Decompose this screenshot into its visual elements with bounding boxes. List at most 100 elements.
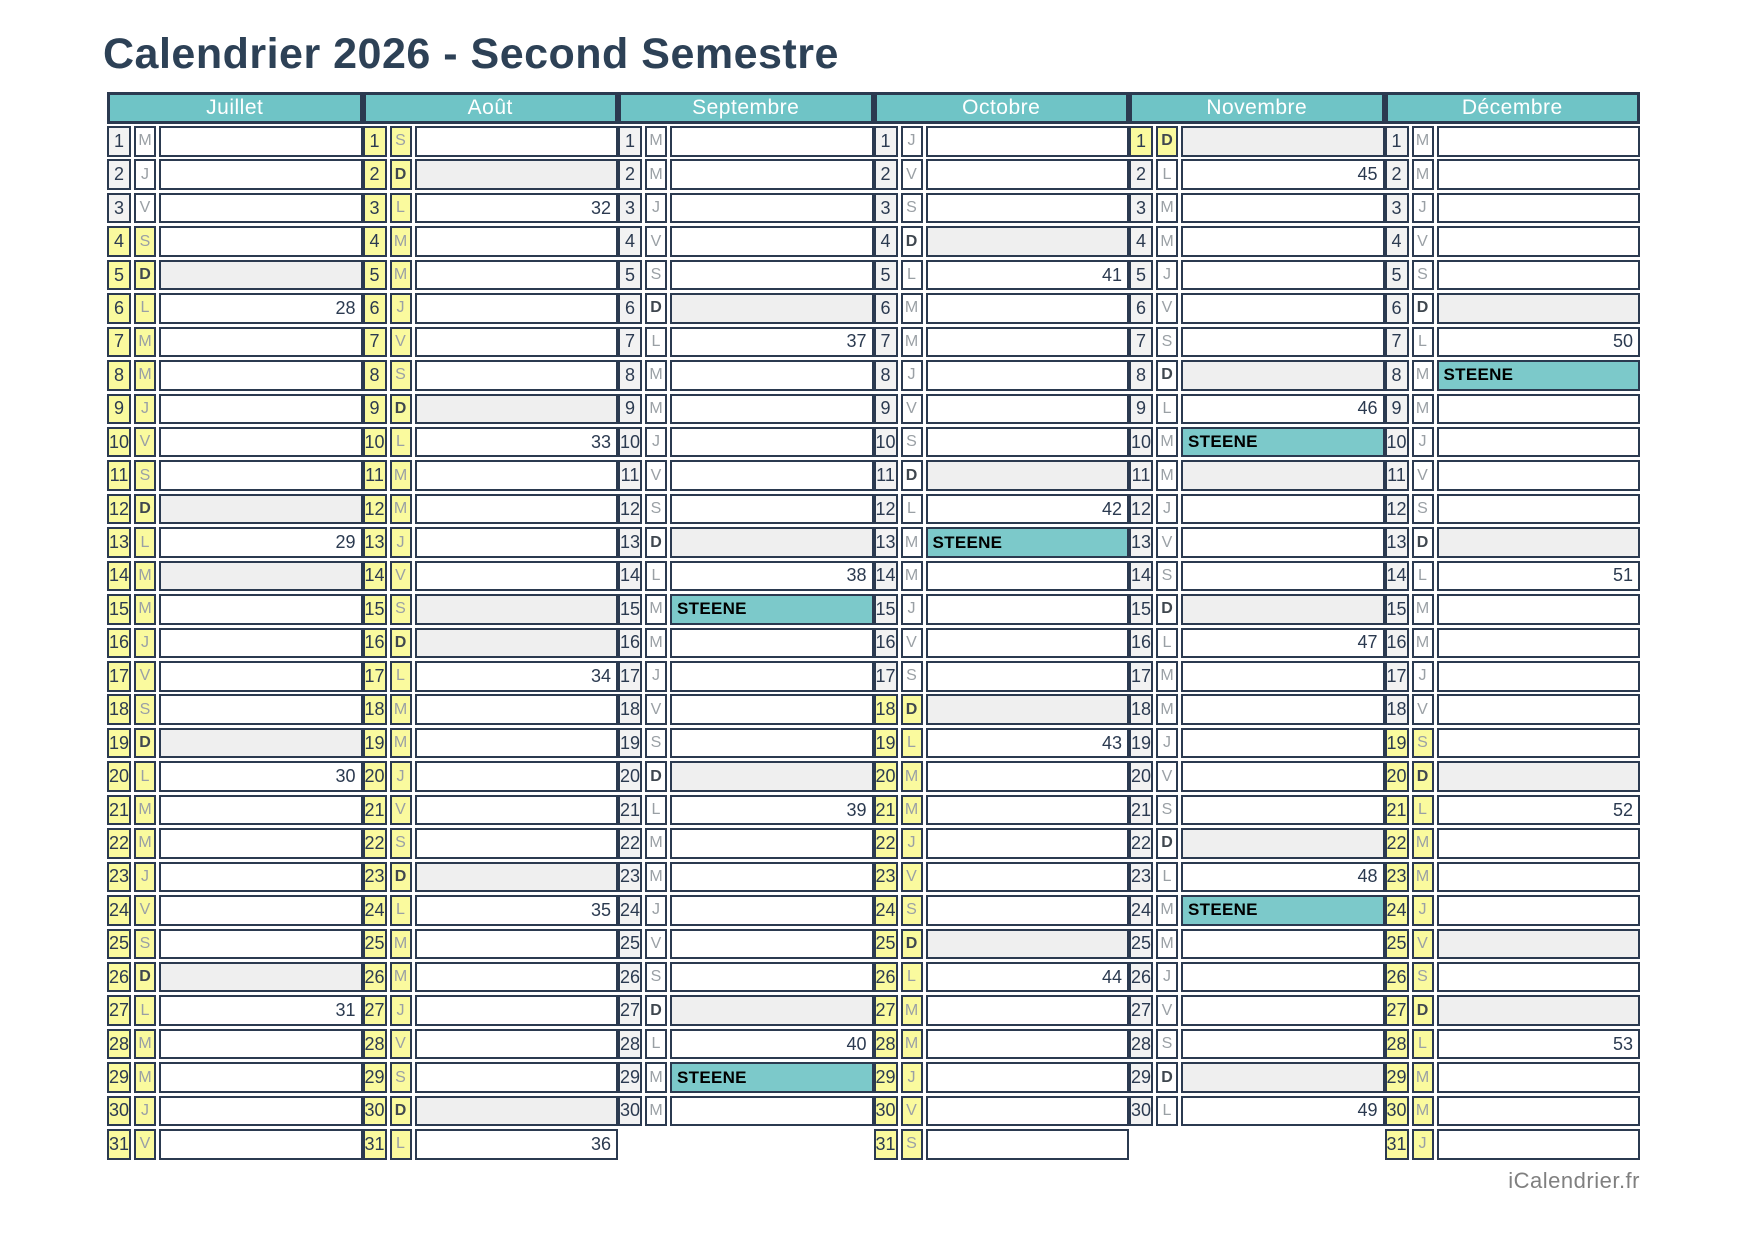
day-letter-cell: L — [645, 1028, 667, 1060]
day-content-cell — [1436, 293, 1640, 324]
day-letter-cell: V — [134, 192, 156, 224]
day-number-cell: 30 — [1129, 1095, 1153, 1127]
day-content-cell — [1436, 1095, 1640, 1127]
day-letter-cell: M — [645, 360, 667, 391]
day-number-cell: 3 — [107, 192, 131, 224]
day-content-cell — [925, 627, 1129, 659]
day-row: 3 L 32 — [362, 192, 618, 226]
day-number-cell: 15 — [873, 594, 898, 625]
day-number-cell: 29 — [362, 1062, 387, 1093]
day-letter-cell: J — [1411, 426, 1434, 458]
day-row: 19 J — [1129, 727, 1385, 761]
day-number-cell: 9 — [1129, 393, 1153, 424]
day-row: 10 L 33 — [362, 426, 618, 460]
day-content-cell — [1436, 727, 1640, 759]
day-number-cell: 23 — [618, 861, 642, 893]
day-row: 28 V — [362, 1028, 618, 1062]
day-content-cell — [414, 460, 618, 491]
day-letter-cell: M — [645, 861, 667, 893]
day-number-cell: 20 — [107, 761, 131, 792]
day-number-cell: 21 — [362, 794, 387, 826]
day-letter-cell: J — [389, 995, 412, 1026]
day-letter-cell: D — [645, 527, 667, 558]
day-row: 22 D — [1129, 828, 1385, 861]
week-number: 47 — [1357, 632, 1378, 653]
day-content-cell — [670, 828, 874, 859]
day-content-cell — [414, 861, 618, 893]
day-number-cell: 3 — [1384, 192, 1409, 224]
day-number-cell: 13 — [873, 527, 898, 558]
day-number-cell: 24 — [362, 895, 387, 926]
day-letter-cell: M — [1156, 694, 1178, 725]
day-row: 24 M STEENE — [1129, 895, 1385, 928]
day-letter-cell: M — [389, 226, 412, 257]
day-letter-cell: S — [900, 426, 923, 458]
day-number-cell: 15 — [362, 594, 387, 625]
day-number-cell: 2 — [362, 159, 387, 190]
day-letter-cell: M — [389, 259, 412, 291]
day-row: 30 V — [873, 1095, 1129, 1129]
day-row: 5 L 41 — [873, 259, 1129, 293]
day-number-cell: 14 — [107, 560, 131, 592]
day-letter-cell: D — [389, 393, 412, 424]
day-letter-cell: L — [645, 560, 667, 592]
day-row: 2 L 45 — [1129, 159, 1385, 192]
day-row: 28 L 53 — [1384, 1028, 1640, 1062]
day-content-cell — [1181, 761, 1385, 792]
day-number-cell: 8 — [1129, 360, 1153, 391]
day-row: 15 S — [362, 594, 618, 627]
month-rows: 1 D 2 L 45 3 M 4 M 5 J 6 V 7 S 8 D 9 L 46 10 M STEENE 11 M 12 J 13 V… — [1129, 126, 1385, 1129]
day-number-cell: 21 — [1129, 794, 1153, 826]
day-content-cell: 39 — [670, 794, 874, 826]
day-content-cell — [159, 493, 363, 525]
week-number: 32 — [590, 197, 611, 218]
day-content-cell — [925, 661, 1129, 692]
day-content-cell — [670, 192, 874, 224]
day-number-cell: 4 — [618, 226, 642, 257]
day-content-cell — [1436, 627, 1640, 659]
day-letter-cell: M — [645, 126, 667, 157]
day-number-cell: 4 — [107, 226, 131, 257]
day-number-cell: 24 — [1129, 895, 1153, 926]
day-letter-cell: J — [900, 828, 923, 859]
day-letter-cell: V — [389, 1028, 412, 1060]
week-number: 44 — [1101, 966, 1122, 987]
day-letter-cell: S — [1411, 259, 1434, 291]
event-bar-label: STEENE — [677, 1067, 747, 1087]
week-number: 28 — [335, 297, 356, 318]
day-letter-cell: D — [645, 761, 667, 792]
day-content-cell — [159, 326, 363, 358]
day-number-cell: 17 — [362, 661, 387, 692]
day-row: 16 J — [107, 627, 363, 661]
day-content-cell — [670, 393, 874, 424]
day-letter-cell: S — [645, 493, 667, 525]
day-content-cell — [1181, 192, 1385, 224]
day-row: 19 S — [1384, 727, 1640, 761]
day-row: 10 V — [107, 426, 363, 460]
day-content-cell — [1436, 828, 1640, 859]
day-letter-cell: V — [1156, 995, 1178, 1026]
day-number-cell: 20 — [1384, 761, 1409, 792]
day-content-cell — [414, 393, 618, 424]
week-number: 37 — [846, 331, 867, 352]
day-number-cell: 25 — [107, 928, 131, 959]
day-letter-cell: J — [1411, 895, 1434, 926]
day-row: 21 L 39 — [618, 794, 874, 828]
day-number-cell: 18 — [362, 694, 387, 725]
day-content-cell — [159, 627, 363, 659]
day-number-cell: 23 — [362, 861, 387, 893]
day-number-cell: 3 — [873, 192, 898, 224]
day-content-cell — [1436, 527, 1640, 558]
week-number: 39 — [846, 799, 867, 820]
day-content-cell — [159, 794, 363, 826]
day-number-cell: 21 — [1384, 794, 1409, 826]
day-content-cell — [414, 1028, 618, 1060]
